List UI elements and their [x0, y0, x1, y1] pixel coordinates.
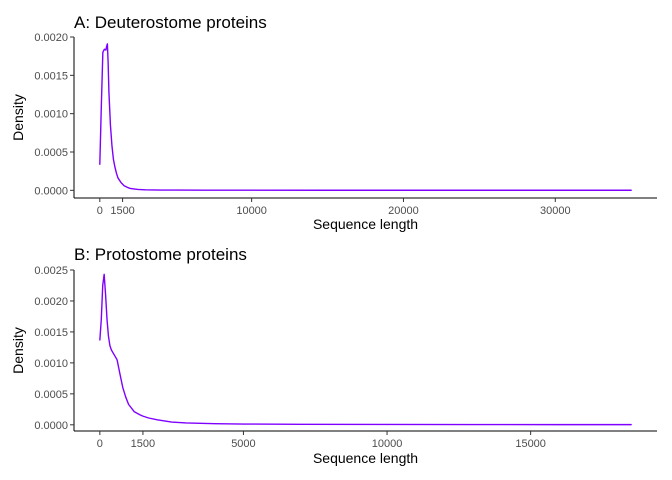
- x-tick-label: 10000: [372, 438, 403, 450]
- x-tick-label: 1500: [131, 438, 155, 450]
- x-tick-label: 5000: [231, 438, 255, 450]
- y-tick-label: 0.0025: [34, 265, 68, 277]
- x-axis-title: Sequence length: [313, 216, 418, 232]
- x-tick-label: 15000: [515, 438, 546, 450]
- chart-panel-a: A: Deuterostome proteins 0.0000 0.0005 0.00…: [10, 13, 657, 232]
- y-tick-label: 0.0000: [34, 420, 68, 432]
- chart-panel-b: B: Protostome proteins 0.0000 0.0005 0.0010…: [10, 245, 657, 466]
- x-tick-label: 0: [97, 205, 103, 217]
- x-tick-label: 0: [97, 438, 103, 450]
- x-tick-label: 1500: [110, 205, 134, 217]
- y-tick-label: 0.0005: [34, 147, 68, 159]
- x-axis-title: Sequence length: [313, 450, 418, 466]
- y-axis-title: Density: [10, 94, 26, 141]
- y-tick-label: 0.0015: [34, 70, 68, 82]
- y-tick-label: 0.0015: [34, 327, 68, 339]
- y-axis-title: Density: [10, 327, 26, 374]
- y-tick-label: 0.0005: [34, 389, 68, 401]
- density-line: [99, 43, 632, 191]
- y-tick-label: 0.0020: [34, 32, 68, 44]
- x-tick-label: 10000: [236, 205, 267, 217]
- chart-title: B: Protostome proteins: [74, 245, 247, 264]
- density-line: [99, 273, 632, 426]
- y-tick-label: 0.0000: [34, 185, 68, 197]
- x-tick-label: 30000: [540, 205, 571, 217]
- x-tick-label: 20000: [388, 205, 419, 217]
- y-tick-label: 0.0010: [34, 109, 68, 121]
- y-tick-label: 0.0020: [34, 296, 68, 308]
- y-tick-label: 0.0010: [34, 358, 68, 370]
- chart-title: A: Deuterostome proteins: [74, 13, 267, 32]
